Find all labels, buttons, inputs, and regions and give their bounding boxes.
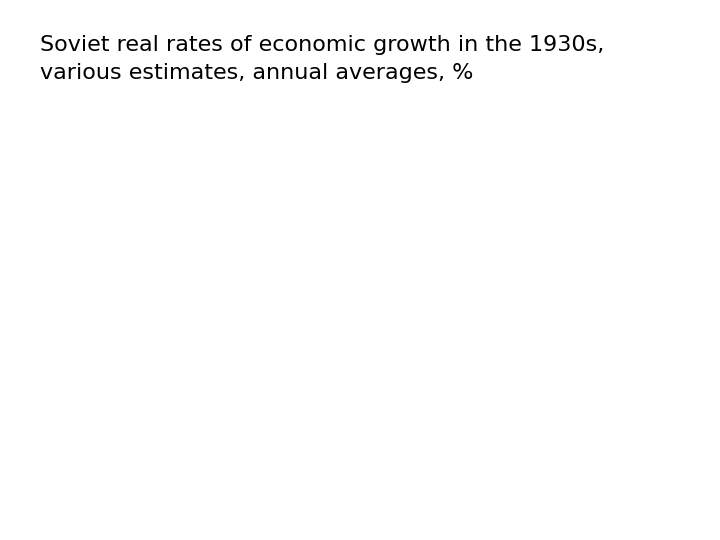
Text: Soviet real rates of economic growth in the 1930s,
various estimates, annual ave: Soviet real rates of economic growth in … — [40, 35, 604, 83]
